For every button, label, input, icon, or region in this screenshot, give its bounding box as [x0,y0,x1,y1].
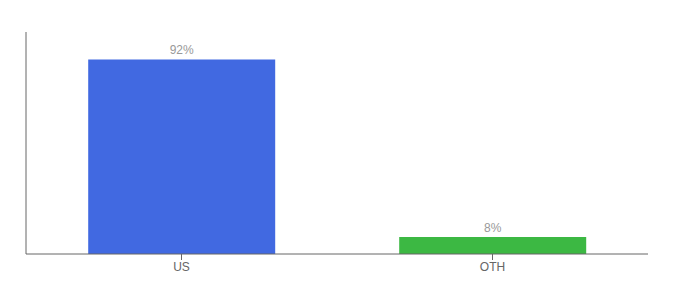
svg-text:92%: 92% [170,43,194,57]
svg-text:US: US [173,260,190,274]
svg-text:OTH: OTH [480,260,505,274]
svg-text:8%: 8% [484,221,502,235]
